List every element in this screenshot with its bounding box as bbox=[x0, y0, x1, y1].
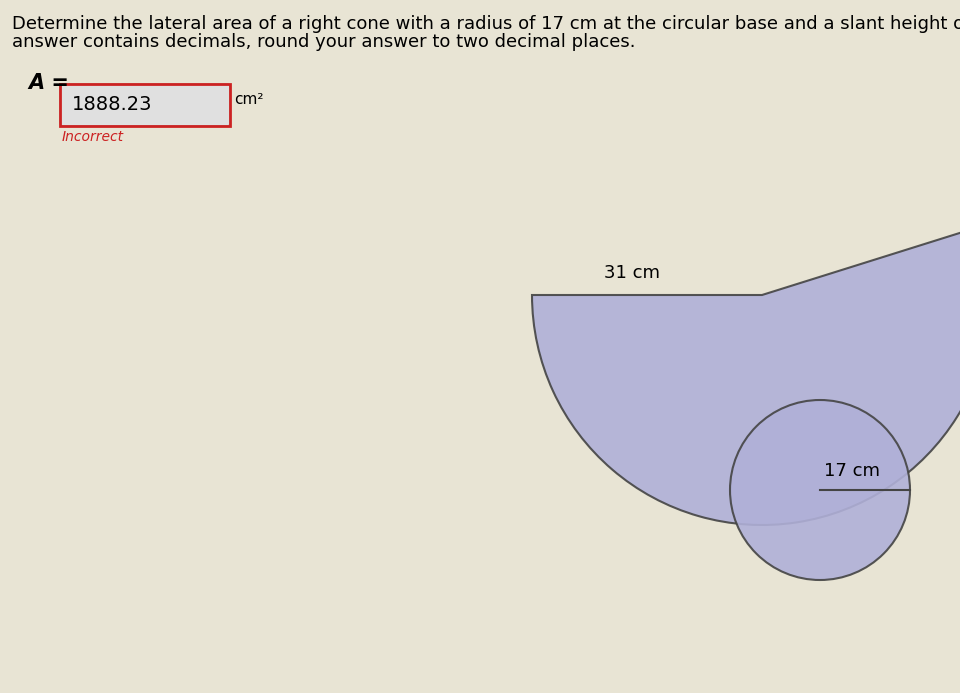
Text: 1888.23: 1888.23 bbox=[72, 96, 153, 114]
Text: A =: A = bbox=[28, 73, 69, 93]
Text: 17 cm: 17 cm bbox=[824, 462, 879, 480]
Text: Incorrect: Incorrect bbox=[62, 130, 124, 144]
Circle shape bbox=[730, 400, 910, 580]
Text: cm²: cm² bbox=[234, 91, 263, 107]
FancyBboxPatch shape bbox=[60, 84, 230, 126]
Wedge shape bbox=[532, 226, 960, 525]
Text: answer contains decimals, round your answer to two decimal places.: answer contains decimals, round your ans… bbox=[12, 33, 636, 51]
Text: Determine the lateral area of a right cone with a radius of 17 cm at the circula: Determine the lateral area of a right co… bbox=[12, 15, 960, 33]
Bar bbox=[60, 84, 230, 126]
Text: 31 cm: 31 cm bbox=[604, 264, 660, 282]
